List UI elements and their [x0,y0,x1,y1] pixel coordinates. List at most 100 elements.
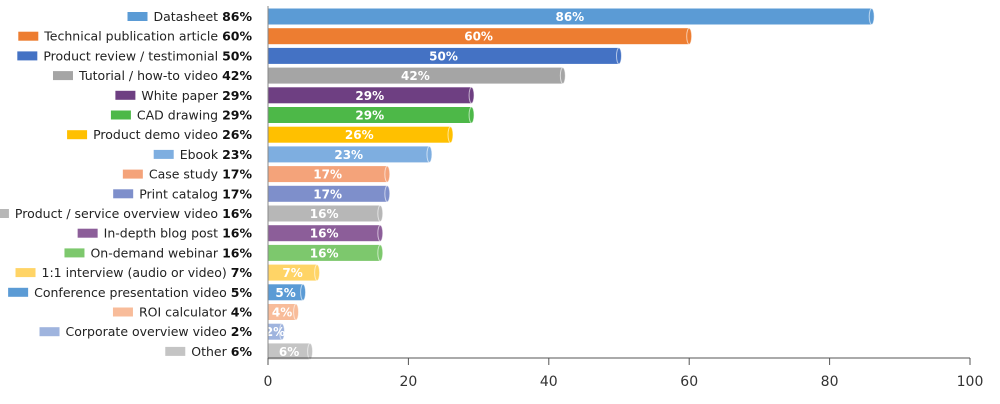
bar-on-demand-webinar [268,244,381,261]
x-tick-label-0: 0 [264,374,273,390]
category-label-product-demo-video: Product demo video [93,127,218,142]
category-label-cad-drawing: CAD drawing [137,108,218,123]
bar-cad-drawing [268,107,472,123]
x-tick-label-20: 20 [399,374,417,390]
category-value-technical-publication-article: 60% [222,29,252,44]
category-value-other: 6% [231,344,253,359]
category-value-in-depth-blog-post: 16% [222,226,252,241]
bar-in-depth-blog-post [268,225,381,242]
bar-value-label-product-review-testimonial: 50% [429,49,458,63]
bar-cap-roi-calculator [293,303,300,321]
bar-value-label-technical-publication-article: 60% [464,30,493,44]
legend-swatch-1-1-interview-audio-or-video [15,268,36,278]
category-value-white-paper: 29% [222,88,252,103]
bar-cap-corporate-overview-video [279,323,286,341]
category-label-product-review-testimonial: Product review / testimonial [43,48,218,63]
legend-swatch-tutorial-how-to-video [52,71,73,81]
bar-value-label-roi-calculator: 4% [272,306,292,320]
bar-value-label-product-demo-video: 26% [345,128,374,142]
x-tick-label-40: 40 [540,374,558,390]
bar-conference-presentation-video [268,284,304,301]
bar-value-label-in-depth-blog-post: 16% [310,227,339,241]
bar-cap-cad-drawing [468,106,475,124]
legend-swatch-ebook [153,149,174,159]
bar-corporate-overview-video [268,323,283,340]
bar-value-label-ebook: 23% [334,148,363,162]
category-value-roi-calculator: 4% [231,305,253,320]
bar-print-catalog [268,185,388,202]
bar-datasheet [268,8,872,25]
category-label-ebook: Ebook [180,147,219,162]
x-tick-label-60: 60 [680,374,698,390]
category-label-datasheet: Datasheet [154,9,219,24]
category-value-product-review-testimonial: 50% [222,48,252,63]
bar-value-label-tutorial-how-to-video: 42% [401,69,430,83]
legend-swatch-roi-calculator [112,307,133,317]
legend-swatch-conference-presentation-video [8,287,29,297]
bar-value-label-cad-drawing: 29% [355,109,384,123]
bar-cap-white-paper [468,86,475,104]
bar-cap-case-study [384,165,391,183]
legend-swatch-product-service-overview-video [0,209,9,218]
x-tick-label-100: 100 [957,374,984,390]
category-value-case-study: 17% [222,167,252,182]
bar-cap-product-demo-video [447,126,454,144]
legend-swatch-print-catalog [113,189,134,199]
bar-product-review-testimonial [268,47,619,64]
bar-product-service-overview-video [268,205,381,222]
bar-cap-technical-publication-article [686,27,693,45]
bar-tutorial-how-to-video [268,67,563,84]
legend-swatch-in-depth-blog-post [77,228,98,238]
category-label-case-study: Case study [149,167,219,182]
category-label-white-paper: White paper [141,88,219,103]
bar-cap-print-catalog [384,185,391,203]
bar-1-1-interview-audio-or-video [268,264,318,281]
bar-value-label-product-service-overview-video: 16% [310,207,339,221]
bar-technical-publication-article [268,28,690,45]
legend-swatch-case-study [122,169,143,179]
category-label-corporate-overview-video: Corporate overview video [66,324,227,339]
bar-value-label-datasheet: 86% [555,10,584,24]
legend-swatch-other [165,346,186,356]
legend-swatch-product-demo-video [67,130,88,140]
bar-value-label-corporate-overview-video: 2% [265,325,285,339]
category-value-conference-presentation-video: 5% [231,285,253,300]
category-value-ebook: 23% [222,147,252,162]
bar-value-label-other: 6% [279,345,299,359]
bar-product-demo-video [268,126,451,143]
category-label-1-1-interview-audio-or-video: 1:1 interview (audio or video) [42,265,227,280]
bars-layer: 86% 60% 50% 42% 29% 29% 26% 23% 17% 17% 16% 16% 16% 7… [265,8,875,360]
bar-value-label-white-paper: 29% [355,89,384,103]
category-value-datasheet: 86% [222,9,252,24]
bar-roi-calculator [268,304,297,320]
bar-cap-datasheet [868,8,875,25]
bar-ebook [268,146,430,163]
legend-swatch-product-review-testimonial [17,51,38,61]
category-value-tutorial-how-to-video: 42% [222,68,252,83]
bar-cap-other [307,342,314,360]
category-label-technical-publication-article: Technical publication article [43,29,218,44]
category-label-tutorial-how-to-video: Tutorial / how-to video [78,68,218,83]
category-value-1-1-interview-audio-or-video: 7% [231,265,253,280]
bar-cap-in-depth-blog-post [377,224,384,242]
legend-swatch-white-paper [115,90,136,100]
category-label-print-catalog: Print catalog [139,186,218,201]
category-label-on-demand-webinar: On-demand webinar [90,245,218,260]
category-value-corporate-overview-video: 2% [231,324,253,339]
category-value-on-demand-webinar: 16% [222,245,252,260]
bar-cap-on-demand-webinar [377,244,384,262]
bar-cap-conference-presentation-video [300,283,307,301]
bar-cap-tutorial-how-to-video [559,67,566,85]
legend-swatch-on-demand-webinar [64,248,85,258]
legend-swatch-technical-publication-article [18,31,39,41]
category-label-conference-presentation-video: Conference presentation video [34,285,227,300]
category-value-product-service-overview-video: 16% [222,206,252,221]
x-axis: 0 20 40 60 80 100 [264,6,984,390]
bar-other [268,343,311,360]
category-label-other: Other [191,344,227,359]
bar-cap-ebook [426,145,433,163]
category-value-cad-drawing: 29% [222,108,252,123]
category-value-print-catalog: 17% [222,186,252,201]
category-label-in-depth-blog-post: In-depth blog post [104,226,219,241]
